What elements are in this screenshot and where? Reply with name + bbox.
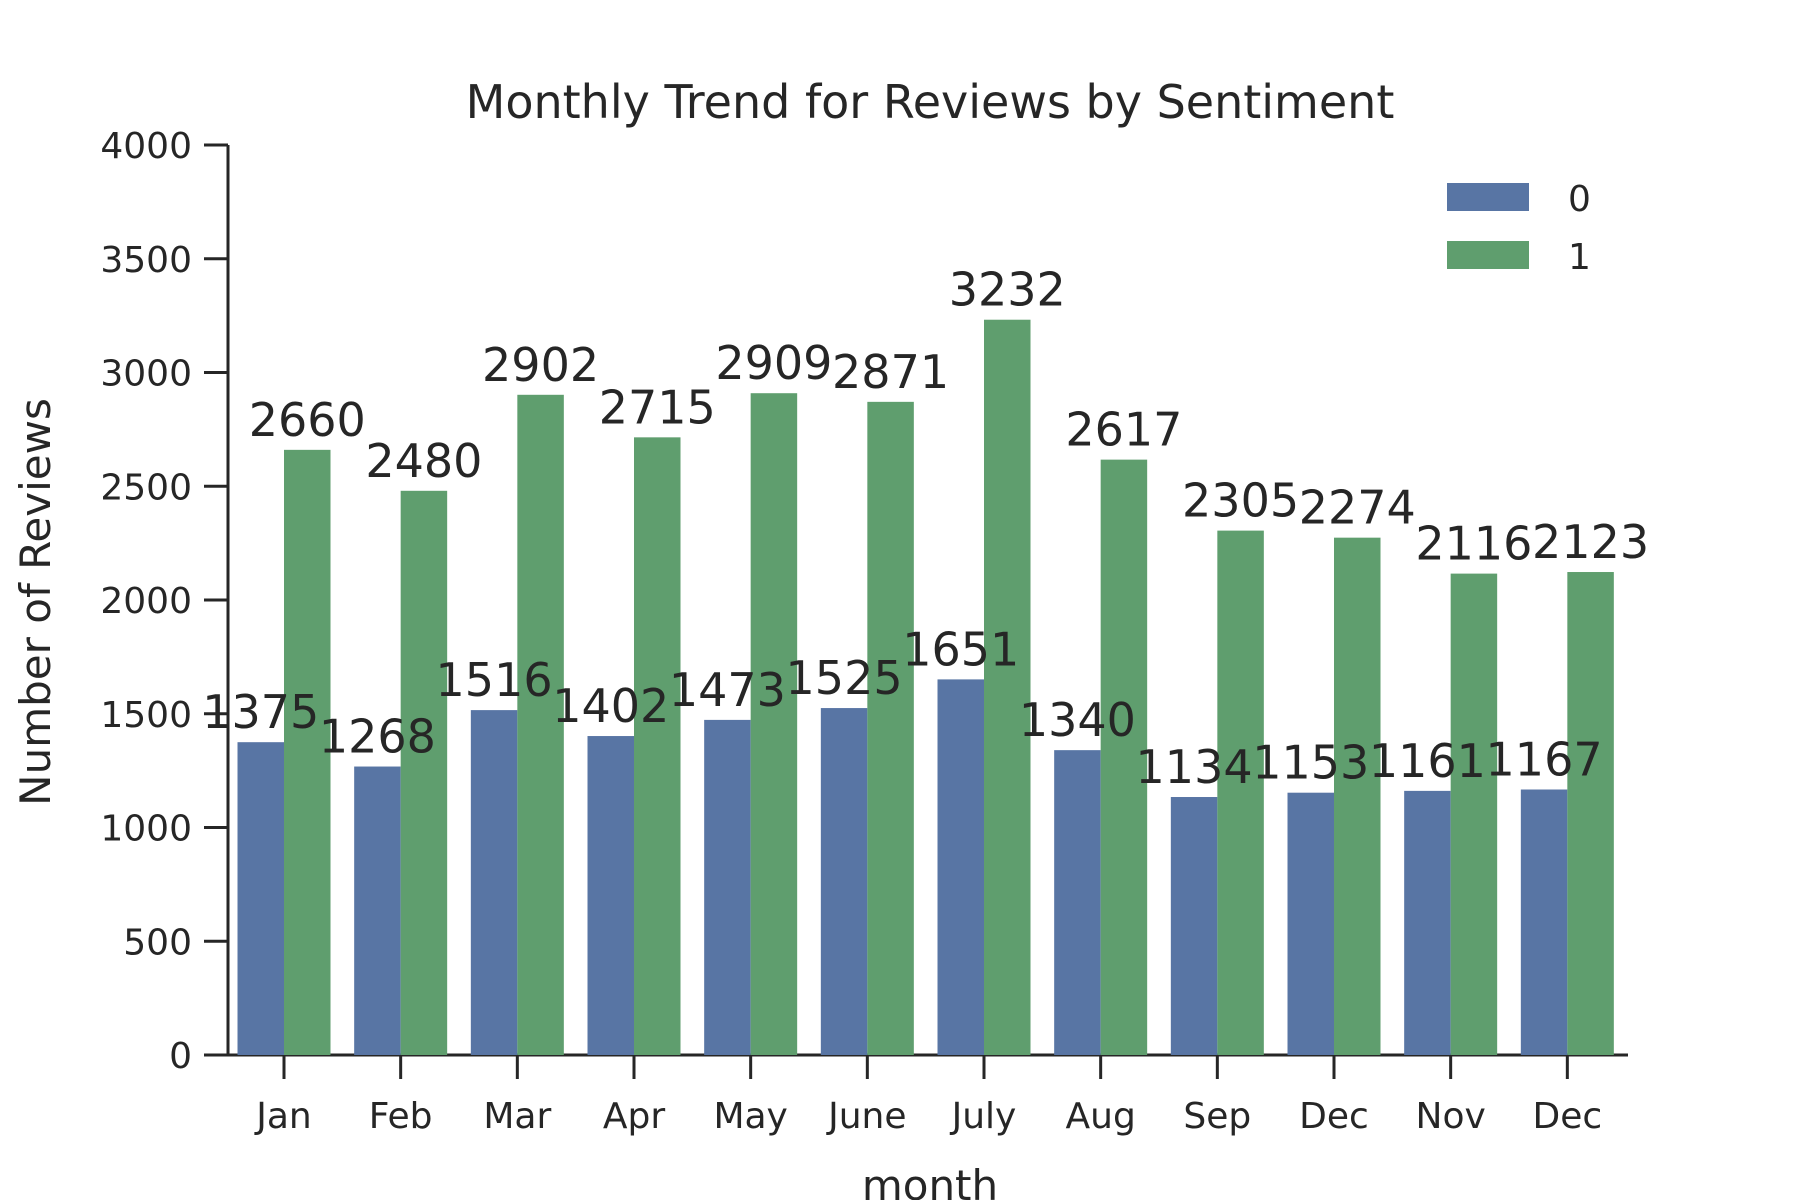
y-tick-label: 3500	[100, 240, 192, 281]
x-axis-title: month	[862, 1161, 998, 1200]
bar-series-1	[750, 393, 798, 1055]
bar-series-0	[1404, 790, 1451, 1055]
data-label: 3232	[949, 263, 1066, 317]
data-label: 2123	[1532, 515, 1649, 569]
data-label: 2909	[715, 336, 832, 390]
y-tick-label: 1500	[100, 695, 192, 736]
bar-series-0	[704, 719, 751, 1055]
x-tick-label: Dec	[1532, 1096, 1602, 1137]
bar-series-1	[1450, 573, 1498, 1055]
y-tick-label: 1000	[100, 809, 192, 850]
x-tick-label: Dec	[1299, 1096, 1369, 1137]
bar-series-0	[1054, 750, 1101, 1055]
data-label: 2715	[599, 380, 716, 434]
bar-series-1	[984, 319, 1031, 1056]
x-tick-label: June	[826, 1096, 906, 1137]
y-tick-label: 0	[169, 1036, 192, 1077]
bar-series-1	[1217, 530, 1264, 1055]
data-label: 1651	[902, 622, 1019, 676]
data-label: 2617	[1065, 403, 1182, 457]
x-tick-label: Aug	[1066, 1096, 1136, 1137]
y-tick-label: 2500	[100, 467, 192, 508]
data-label: 1340	[1019, 693, 1136, 747]
legend-swatch-0	[1447, 183, 1529, 211]
y-axis-title: Number of Reviews	[11, 398, 60, 806]
legend: 01	[1447, 179, 1591, 278]
bar-series-1	[1567, 572, 1614, 1055]
data-label: 1516	[436, 653, 553, 707]
chart-title: Monthly Trend for Reviews by Sentiment	[466, 75, 1395, 129]
data-label: 1402	[552, 679, 669, 733]
data-label: 2871	[832, 345, 949, 399]
legend-swatch-1	[1447, 241, 1529, 269]
x-tick-label: Sep	[1183, 1096, 1251, 1137]
bar-series-1	[284, 449, 331, 1056]
data-label: 1375	[202, 685, 319, 739]
bar-series-0	[937, 679, 984, 1055]
y-axis: 0 500 1000 1500 2000 2500 3000 3500 4000	[100, 126, 230, 1077]
data-label: 1161	[1369, 734, 1486, 788]
data-label: 1153	[1252, 736, 1369, 790]
bar-series-0	[1287, 792, 1334, 1055]
bar-series-1	[1100, 459, 1148, 1055]
data-label: 1167	[1486, 733, 1603, 787]
legend-label-0: 0	[1568, 179, 1591, 220]
x-tick-label: July	[950, 1096, 1017, 1137]
x-tick-label: May	[713, 1096, 787, 1137]
data-label: 1134	[1136, 740, 1253, 794]
data-label: 1473	[669, 663, 786, 717]
bar-series-1	[634, 437, 681, 1055]
bar-series-0	[820, 708, 868, 1055]
data-label: 2480	[365, 434, 482, 488]
x-tick-label: Mar	[483, 1096, 551, 1137]
data-label: 2660	[249, 393, 366, 447]
bar-series-1	[867, 401, 914, 1055]
x-tick-label: Nov	[1416, 1096, 1486, 1137]
y-tick-label: 3000	[100, 354, 192, 395]
x-axis: Jan Feb Mar Apr May June July Aug Sep Dec Nov Dec	[226, 1053, 1628, 1137]
legend-label-1: 1	[1568, 237, 1591, 278]
x-tick-label: Apr	[603, 1096, 665, 1137]
data-label: 2116	[1415, 517, 1532, 571]
data-label: 2902	[482, 338, 599, 392]
data-label: 2305	[1182, 474, 1299, 528]
y-tick-label: 4000	[100, 126, 192, 167]
bar-series-0	[1170, 797, 1218, 1055]
x-tick-label: Feb	[369, 1096, 433, 1137]
y-tick-label: 500	[123, 922, 192, 963]
bar-series-1	[1334, 537, 1381, 1055]
bar-series-0	[1520, 789, 1568, 1055]
data-label: 2274	[1299, 481, 1416, 535]
bars	[237, 319, 1614, 1056]
bar-series-0	[354, 766, 401, 1055]
bar-series-0	[237, 742, 284, 1055]
data-label: 1525	[786, 651, 903, 705]
data-label: 1268	[319, 710, 436, 764]
y-tick-label: 2000	[100, 581, 192, 622]
bar-series-1	[517, 394, 564, 1055]
bar-series-0	[470, 710, 518, 1055]
bar-series-1	[400, 490, 448, 1055]
bar-series-0	[587, 736, 634, 1055]
x-tick-label: Jan	[254, 1096, 312, 1137]
